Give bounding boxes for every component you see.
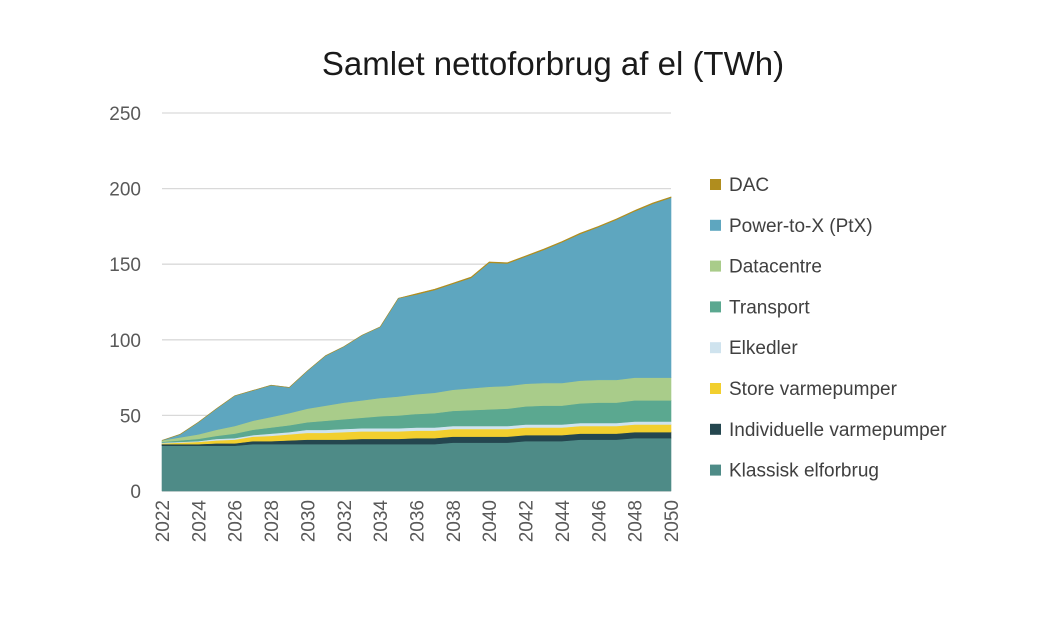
x-tick-label: 2040 bbox=[480, 500, 501, 542]
legend-label: Elkedler bbox=[729, 338, 798, 359]
x-tick-label: 2042 bbox=[517, 500, 538, 542]
x-tick-label: 2046 bbox=[589, 500, 610, 542]
x-tick-label: 2028 bbox=[262, 500, 283, 542]
x-tick-label: 2036 bbox=[408, 500, 429, 542]
x-tick-label: 2044 bbox=[553, 500, 574, 543]
y-tick-label: 200 bbox=[109, 180, 141, 201]
legend-swatch bbox=[710, 423, 721, 435]
legend-label: Power-to-X (PtX) bbox=[729, 216, 873, 237]
legend-swatch bbox=[710, 260, 721, 272]
area-dac bbox=[161, 196, 672, 441]
legend-label: Datacentre bbox=[729, 257, 822, 278]
y-tick-label: 0 bbox=[130, 482, 141, 503]
x-tick-label: 2032 bbox=[335, 500, 356, 542]
legend-item: Datacentre bbox=[710, 257, 822, 278]
legend: DAC Power-to-X (PtX) Datacentre Transport El… bbox=[710, 175, 947, 482]
y-tick-label: 100 bbox=[109, 331, 141, 352]
legend-item: Power-to-X (PtX) bbox=[710, 216, 873, 237]
legend-item: Elkedler bbox=[710, 338, 798, 359]
x-tick-label: 2022 bbox=[153, 500, 174, 542]
y-tick-label: 50 bbox=[120, 406, 141, 427]
y-axis: 0 50 100 150 200 250 bbox=[109, 104, 141, 503]
legend-swatch bbox=[710, 342, 721, 354]
legend-label: Individuelle varmepumper bbox=[729, 420, 947, 441]
legend-label: DAC bbox=[729, 175, 769, 196]
legend-swatch bbox=[710, 179, 721, 190]
area-klassisk-elforbrug bbox=[161, 437, 672, 492]
x-tick-label: 2050 bbox=[662, 500, 683, 542]
legend-swatch bbox=[710, 464, 721, 476]
x-tick-label: 2024 bbox=[189, 500, 210, 543]
x-tick-label: 2048 bbox=[626, 500, 647, 542]
legend-label: Transport bbox=[729, 297, 810, 318]
legend-label: Store varmepumper bbox=[729, 379, 898, 400]
legend-item: DAC bbox=[710, 175, 769, 196]
x-axis: 2022 2024 2026 2028 2030 2032 2034 2036 2038 2040… bbox=[153, 500, 683, 543]
y-tick-label: 250 bbox=[109, 104, 141, 125]
legend-item: Store varmepumper bbox=[710, 379, 898, 400]
x-tick-label: 2030 bbox=[298, 500, 319, 542]
chart-title: Samlet nettoforbrug af el (TWh) bbox=[322, 45, 784, 82]
legend-swatch bbox=[710, 301, 721, 313]
y-tick-label: 150 bbox=[109, 255, 141, 276]
series-areas bbox=[161, 196, 672, 492]
legend-label: Klassisk elforbrug bbox=[729, 461, 879, 482]
legend-item: Klassisk elforbrug bbox=[710, 461, 879, 482]
legend-item: Transport bbox=[710, 297, 810, 318]
legend-swatch bbox=[710, 219, 721, 231]
x-tick-label: 2034 bbox=[371, 500, 392, 543]
x-tick-label: 2038 bbox=[444, 500, 465, 542]
x-tick-label: 2026 bbox=[226, 500, 247, 542]
legend-item: Individuelle varmepumper bbox=[710, 420, 947, 441]
legend-swatch bbox=[710, 383, 721, 394]
